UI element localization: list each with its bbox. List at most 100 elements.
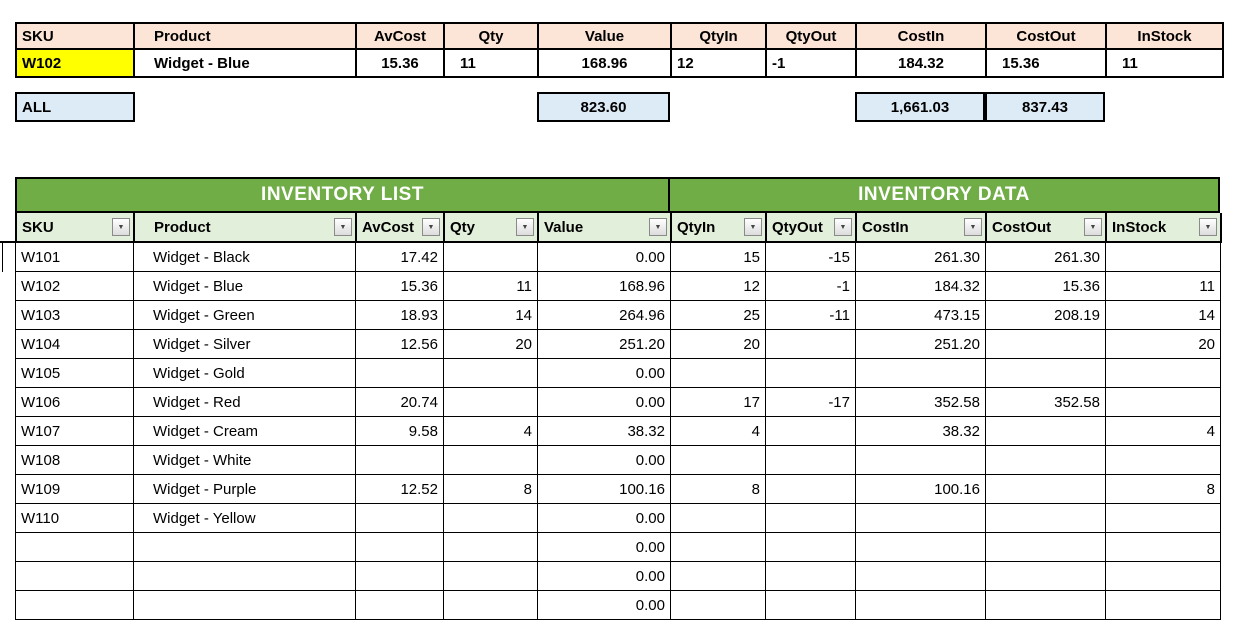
cell-avcost[interactable]: 20.74 [356,388,444,417]
cell-avcost[interactable]: 12.52 [356,475,444,504]
cell-sku[interactable] [16,591,134,620]
cell-costin[interactable]: 261.30 [856,243,986,272]
cell-costin[interactable]: 473.15 [856,301,986,330]
top-header-avcost[interactable]: AvCost [357,24,445,50]
cell-qty[interactable] [444,446,538,475]
cell-qtyout[interactable]: -15 [766,243,856,272]
cell-costout[interactable]: 352.58 [986,388,1106,417]
cell-product[interactable]: Widget - Black [134,243,356,272]
cell-qty[interactable] [444,504,538,533]
cell-qty[interactable] [444,591,538,620]
filter-dropdown-button[interactable]: ▼ [744,218,762,236]
cell-qtyin[interactable]: 15 [671,243,766,272]
cell-avcost[interactable] [356,446,444,475]
cell-qtyout[interactable] [766,533,856,562]
cell-product[interactable]: Widget - Silver [134,330,356,359]
summary-total-costin-cell[interactable]: 1,661.03 [855,92,985,122]
cell-avcost[interactable] [356,562,444,591]
filter-dropdown-button[interactable]: ▼ [112,218,130,236]
cell-costout[interactable]: 15.36 [986,272,1106,301]
cell-qty[interactable] [444,562,538,591]
cell-sku[interactable]: W109 [16,475,134,504]
cell-product[interactable]: Widget - Yellow [134,504,356,533]
cell-value[interactable]: 0.00 [538,562,671,591]
cell-sku[interactable]: W101 [16,243,134,272]
cell-sku[interactable]: W104 [16,330,134,359]
top-cell-costin[interactable]: 184.32 [857,50,987,76]
cell-value[interactable]: 38.32 [538,417,671,446]
top-cell-qtyout[interactable]: -1 [767,50,857,76]
cell-instock[interactable] [1106,243,1221,272]
cell-costout[interactable]: 261.30 [986,243,1106,272]
filter-header-avcost[interactable]: AvCost ▼ [357,213,445,243]
summary-total-value-cell[interactable]: 823.60 [537,92,670,122]
top-cell-costout[interactable]: 15.36 [987,50,1107,76]
cell-qtyin[interactable]: 12 [671,272,766,301]
cell-qtyout[interactable] [766,417,856,446]
cell-product[interactable]: Widget - Cream [134,417,356,446]
cell-instock[interactable]: 20 [1106,330,1221,359]
top-cell-qtyin[interactable]: 12 [672,50,767,76]
cell-qtyout[interactable] [766,562,856,591]
summary-all-cell[interactable]: ALL [15,92,135,122]
cell-costout[interactable] [986,562,1106,591]
cell-product[interactable] [134,533,356,562]
cell-instock[interactable] [1106,533,1221,562]
cell-qty[interactable] [444,388,538,417]
cell-qtyout[interactable] [766,446,856,475]
filter-dropdown-button[interactable]: ▼ [964,218,982,236]
cell-qtyin[interactable] [671,591,766,620]
cell-product[interactable]: Widget - White [134,446,356,475]
cell-sku[interactable]: W108 [16,446,134,475]
top-cell-instock[interactable]: 11 [1122,54,1138,72]
inventory-list-banner[interactable]: INVENTORY LIST [15,177,670,213]
cell-costin[interactable]: 100.16 [856,475,986,504]
cell-costin[interactable]: 38.32 [856,417,986,446]
cell-costin[interactable]: 184.32 [856,272,986,301]
filter-dropdown-button[interactable]: ▼ [516,218,534,236]
cell-qtyin[interactable] [671,504,766,533]
top-header-qty[interactable]: Qty [445,24,539,50]
cell-instock[interactable]: 14 [1106,301,1221,330]
filter-dropdown-button[interactable]: ▼ [422,218,440,236]
cell-avcost[interactable]: 15.36 [356,272,444,301]
cell-qty[interactable] [444,359,538,388]
top-cell-value[interactable]: 168.96 [539,50,672,76]
cell-costout[interactable] [986,533,1106,562]
filter-header-value[interactable]: Value ▼ [539,213,672,243]
cell-value[interactable]: 0.00 [538,504,671,533]
cell-qtyin[interactable] [671,562,766,591]
cell-avcost[interactable] [356,591,444,620]
cell-value[interactable]: 100.16 [538,475,671,504]
cell-product[interactable] [134,562,356,591]
cell-qty[interactable]: 14 [444,301,538,330]
summary-total-costout-cell[interactable]: 837.43 [985,92,1105,122]
filter-header-product[interactable]: Product ▼ [135,213,357,243]
cell-costout[interactable] [986,417,1106,446]
cell-costin[interactable] [856,562,986,591]
cell-value[interactable]: 0.00 [538,591,671,620]
cell-qtyin[interactable]: 25 [671,301,766,330]
cell-instock[interactable] [1106,388,1221,417]
cell-qtyin[interactable]: 17 [671,388,766,417]
cell-product[interactable]: Widget - Green [134,301,356,330]
cell-sku[interactable]: W106 [16,388,134,417]
top-header-instock[interactable]: InStock [1107,24,1222,50]
cell-sku[interactable] [16,533,134,562]
cell-value[interactable]: 0.00 [538,533,671,562]
cell-costout[interactable] [986,475,1106,504]
cell-value[interactable]: 0.00 [538,388,671,417]
cell-avcost[interactable]: 17.42 [356,243,444,272]
cell-costout[interactable] [986,446,1106,475]
filter-dropdown-button[interactable]: ▼ [1199,218,1217,236]
top-header-product[interactable]: Product [135,24,357,50]
cell-value[interactable]: 0.00 [538,446,671,475]
cell-qty[interactable] [444,243,538,272]
cell-value[interactable]: 264.96 [538,301,671,330]
inventory-data-banner[interactable]: INVENTORY DATA [670,177,1220,213]
cell-sku[interactable]: W103 [16,301,134,330]
cell-avcost[interactable] [356,504,444,533]
cell-qtyin[interactable] [671,533,766,562]
cell-qty[interactable] [444,533,538,562]
filter-header-qtyin[interactable]: QtyIn ▼ [672,213,767,243]
